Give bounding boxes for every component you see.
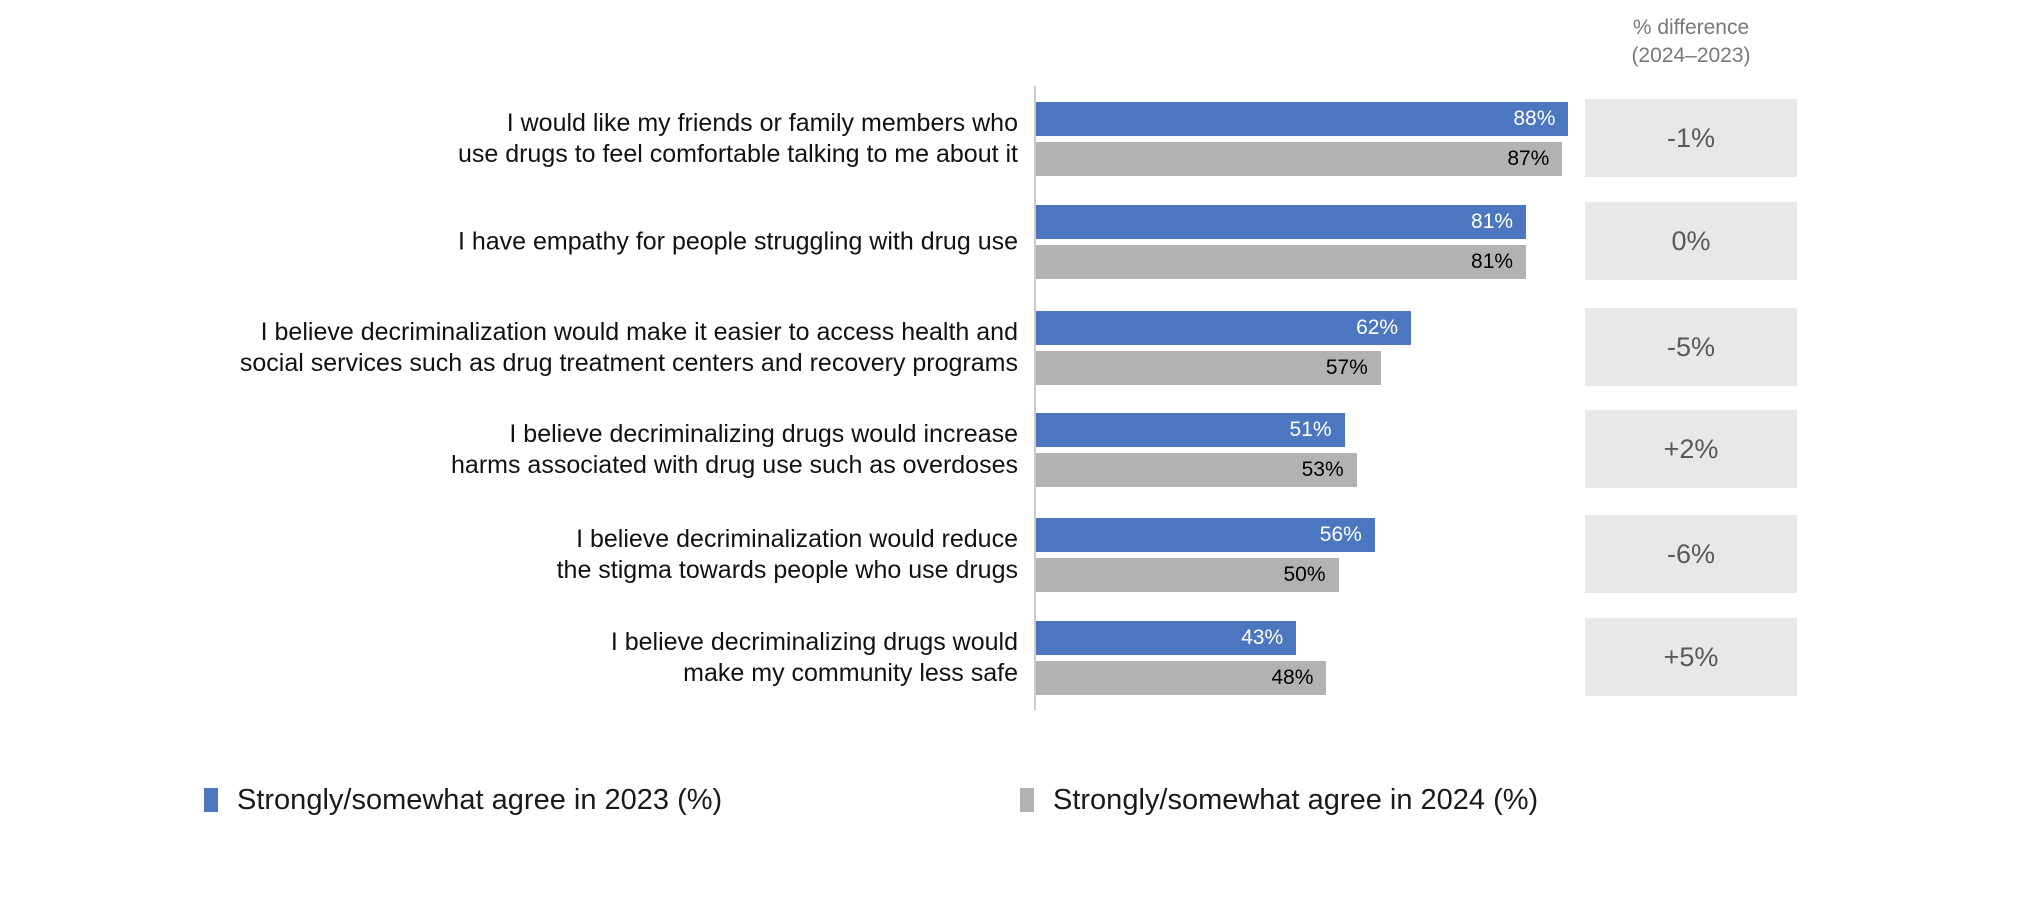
- diff-column-header: % difference (2024–2023): [1565, 14, 1817, 70]
- legend-swatch-2023-icon: [204, 788, 218, 812]
- bar-value-label: 43%: [1241, 626, 1284, 649]
- bar-value-label: 48%: [1271, 666, 1314, 689]
- category-label: I believe decriminalizing drugs would mak…: [610, 628, 1018, 687]
- bar-2024: 87%: [1036, 142, 1563, 176]
- bar-2024: 50%: [1036, 558, 1339, 592]
- bar-value-label: 88%: [1513, 107, 1556, 130]
- y-axis-line: [1034, 86, 1036, 710]
- diff-box: -1%: [1585, 99, 1797, 177]
- bar-value-label: 81%: [1471, 210, 1514, 233]
- diff-value: -6%: [1666, 538, 1715, 569]
- legend-label-2023: Strongly/somewhat agree in 2023 (%): [237, 783, 723, 816]
- diff-box: -6%: [1585, 515, 1797, 593]
- diff-box: +5%: [1585, 618, 1797, 696]
- bar-2023: 62%: [1036, 311, 1412, 345]
- bar-2023: 56%: [1036, 518, 1375, 552]
- bar-value-label: 62%: [1356, 316, 1399, 339]
- diff-value: -1%: [1666, 122, 1715, 153]
- category-label: I believe decriminalization would reduce…: [556, 525, 1018, 584]
- bar-2023: 88%: [1036, 102, 1569, 136]
- bar-2024: 57%: [1036, 351, 1381, 385]
- diff-value: -5%: [1666, 331, 1715, 362]
- category-label: I have empathy for people struggling wit…: [457, 227, 1018, 256]
- diff-value: +5%: [1663, 641, 1719, 672]
- diff-value: 0%: [1671, 225, 1711, 256]
- diff-header-line-2: (2024–2023): [1631, 44, 1751, 67]
- category-label: I would like my friends or family member…: [457, 109, 1018, 168]
- diff-box: -5%: [1585, 308, 1797, 386]
- bar-2024: 48%: [1036, 661, 1327, 695]
- diff-box: 0%: [1585, 202, 1797, 280]
- bar-2024: 81%: [1036, 245, 1527, 279]
- bar-value-label: 53%: [1301, 458, 1344, 481]
- category-label: I believe decriminalization would make i…: [239, 318, 1018, 377]
- legend-label-2024: Strongly/somewhat agree in 2024 (%): [1053, 783, 1539, 816]
- legend-item-2024: Strongly/somewhat agree in 2024 (%): [1020, 777, 1538, 823]
- bar-value-label: 50%: [1283, 563, 1326, 586]
- category-label: I believe decriminalizing drugs would in…: [451, 420, 1018, 479]
- bar-value-label: 56%: [1319, 523, 1362, 546]
- bar-2023: 81%: [1036, 205, 1527, 239]
- bar-value-label: 81%: [1471, 250, 1514, 273]
- diff-header-line-1: % difference: [1632, 16, 1750, 39]
- bar-2023: 51%: [1036, 413, 1345, 447]
- diff-box: +2%: [1585, 410, 1797, 488]
- bar-2023: 43%: [1036, 621, 1297, 655]
- bar-value-label: 51%: [1289, 418, 1332, 441]
- legend-item-2023: Strongly/somewhat agree in 2023 (%): [204, 777, 722, 823]
- bar-value-label: 57%: [1325, 356, 1368, 379]
- diff-value: +2%: [1663, 433, 1719, 464]
- bar-2024: 53%: [1036, 453, 1357, 487]
- bar-value-label: 87%: [1507, 147, 1550, 170]
- legend-swatch-2024-icon: [1020, 788, 1034, 812]
